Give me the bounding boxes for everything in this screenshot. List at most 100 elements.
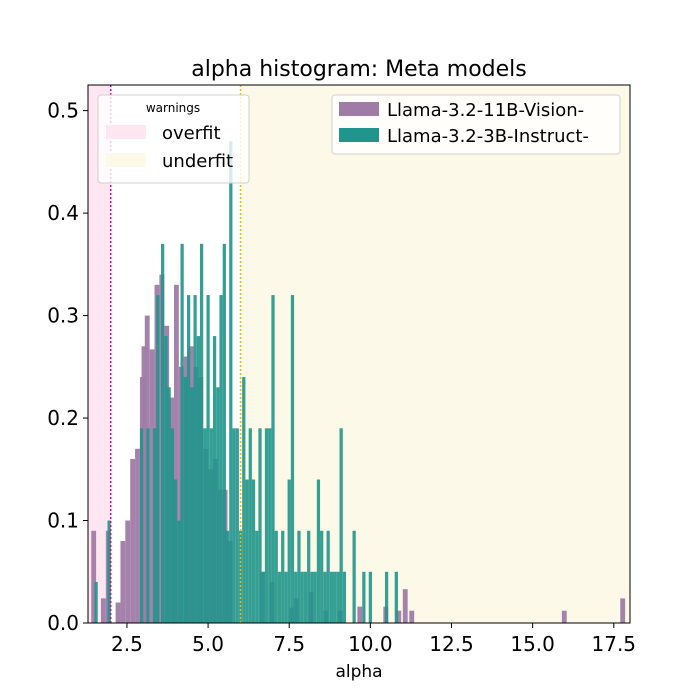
overfit-region (88, 85, 111, 623)
axes-frame (87, 84, 631, 624)
y-tick-label: 0.0 (47, 611, 79, 635)
histogram-bar (300, 571, 304, 623)
histogram-bar (310, 571, 314, 623)
histogram-bar (94, 582, 98, 623)
histogram-bar (100, 598, 106, 623)
warnings-legend: warnings overfit underfit (97, 94, 250, 184)
histogram-bar (248, 428, 252, 623)
histogram-bar (352, 530, 356, 623)
histogram-bar (264, 428, 269, 623)
histogram-bar (362, 571, 366, 623)
series-legend: Llama-3.2-11B-Vision- Llama-3.2-3B-Instru… (331, 94, 621, 155)
histogram-bar (333, 571, 337, 623)
histogram-bar (125, 520, 131, 623)
overfit-legend-swatch (106, 125, 146, 139)
histogram-bar (91, 530, 97, 623)
histogram-bar (268, 428, 272, 623)
histogram-bar (235, 428, 239, 623)
histogram-bar (297, 530, 301, 623)
histogram-bar (357, 606, 363, 623)
histogram-bar (115, 602, 121, 623)
histogram-bar (183, 377, 187, 623)
histogram-bar (156, 295, 160, 623)
histogram-bar (323, 571, 327, 623)
histogram-bar (271, 295, 275, 623)
histogram-bar (313, 571, 317, 623)
histogram-bar (135, 448, 140, 623)
series-1-legend-swatch (339, 102, 379, 116)
histogram-bar (284, 571, 288, 623)
histogram-bar (216, 387, 220, 623)
histogram-bar (281, 530, 285, 623)
x-tick-label: 12.5 (429, 632, 474, 656)
x-tick-label: 5.0 (192, 632, 224, 656)
histogram-bar (180, 243, 184, 624)
y-tick-label: 0.1 (47, 509, 79, 533)
histogram-bar (396, 610, 402, 623)
histogram-bar (232, 428, 236, 623)
histogram-bar (303, 571, 308, 623)
histogram-bar (161, 243, 165, 624)
y-tick-label: 0.3 (47, 304, 79, 328)
histogram-bar (149, 349, 155, 623)
y-tick-label: 0.4 (47, 201, 79, 225)
x-tick-label: 2.5 (111, 632, 143, 656)
histogram-bar (336, 571, 340, 623)
histogram-bar (107, 520, 111, 623)
histogram-bar (255, 530, 259, 623)
histogram-bar (212, 336, 217, 623)
series-2-legend-label: Llama-3.2-3B-Instruct- (387, 126, 589, 147)
x-tick-label: 15.0 (510, 632, 555, 656)
series-legend-box (331, 94, 621, 155)
histogram-bar (245, 479, 249, 623)
histogram-bar (229, 141, 233, 623)
histogram-bar (190, 387, 194, 623)
histogram-bar (170, 428, 175, 623)
series-2-legend-swatch (339, 128, 379, 142)
histogram-bar (193, 295, 197, 623)
histogram-bar (409, 610, 415, 623)
histogram-bar (203, 428, 207, 623)
histogram-bar (164, 336, 168, 623)
histogram-bar (274, 530, 278, 623)
histogram-bar (329, 571, 334, 623)
histogram-bar (326, 530, 330, 623)
histogram-bar (120, 541, 126, 623)
histogram-bar (209, 428, 213, 623)
underfit-legend-label: underfit (162, 151, 233, 172)
histogram-bar (174, 479, 178, 623)
histogram-bar (139, 428, 144, 623)
warning-regions (88, 85, 630, 623)
histogram-bar (277, 571, 282, 623)
histogram-bar (130, 459, 136, 623)
x-tick-label: 17.5 (592, 632, 637, 656)
histogram-bar (186, 295, 191, 623)
x-axis-label: alpha (335, 662, 382, 682)
series-1-legend-label: Llama-3.2-11B-Vision- (387, 100, 584, 121)
histogram-bar (287, 479, 291, 623)
histogram-bar (219, 295, 223, 623)
histogram-bar (384, 571, 389, 623)
histogram-bar (342, 571, 347, 623)
axis-ticks: 2.5 5.0 7.5 10.0 12.5 15.0 17.5 0.0 0.1 0.2 0.3 0.4… (47, 99, 636, 656)
histogram-bar (152, 428, 157, 623)
histogram-bar (199, 243, 204, 624)
histogram-bar (620, 598, 626, 623)
histogram-bar (368, 571, 372, 623)
x-tick-label: 7.5 (273, 632, 305, 656)
histogram-bar (174, 284, 179, 623)
histogram-bar (167, 387, 171, 623)
chart-title: alpha histogram: Meta models (191, 57, 527, 82)
histogram-bar (320, 530, 324, 623)
x-tick-label: 10.0 (348, 632, 393, 656)
histogram-bar (238, 530, 243, 623)
histogram-bar (225, 530, 230, 623)
histogram-bar (561, 610, 567, 623)
series-2-bars (94, 141, 398, 624)
underfit-legend-swatch (106, 153, 146, 167)
histogram-bar (206, 295, 210, 623)
histogram-bar (258, 428, 262, 623)
histogram-bar (261, 571, 265, 623)
histogram-bar (141, 346, 147, 623)
underfit-region (240, 85, 630, 623)
